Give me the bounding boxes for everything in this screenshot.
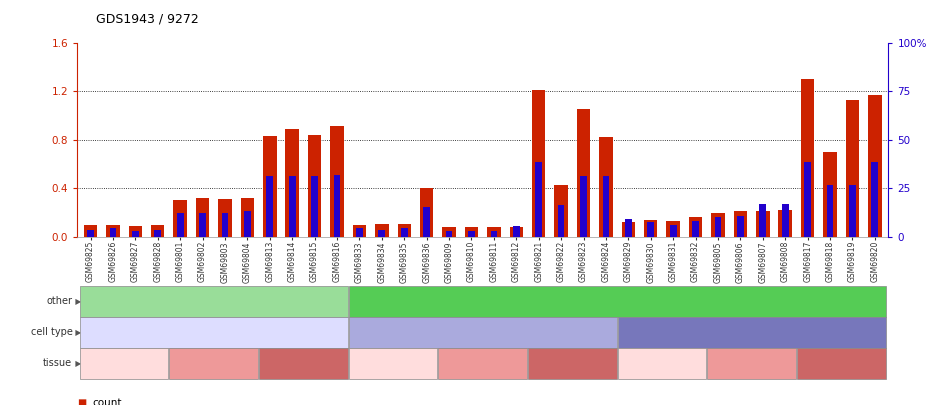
Bar	[289, 176, 295, 237]
Bar	[330, 126, 344, 237]
Bar	[174, 200, 187, 237]
Bar	[557, 205, 565, 237]
Text: normal: normal	[196, 296, 231, 306]
Bar	[580, 176, 587, 237]
Bar	[154, 230, 161, 237]
Bar	[177, 213, 183, 237]
Bar	[468, 231, 475, 237]
Bar	[670, 225, 677, 237]
Text: brain: brain	[381, 358, 406, 369]
Bar	[644, 220, 657, 237]
Bar	[464, 227, 478, 237]
Bar	[782, 204, 789, 237]
Bar	[513, 226, 520, 237]
Bar	[420, 188, 433, 237]
Bar	[714, 217, 721, 237]
Text: Sertoli: Sertoli	[736, 327, 767, 337]
Text: cumulus: cumulus	[462, 327, 504, 337]
Bar	[621, 222, 635, 237]
Bar	[666, 221, 680, 237]
Bar	[379, 230, 385, 237]
Bar	[106, 225, 119, 237]
Bar	[308, 135, 321, 237]
Bar	[241, 198, 254, 237]
Bar	[869, 95, 882, 237]
Text: brain: brain	[112, 358, 136, 369]
Bar	[334, 175, 340, 237]
Bar	[110, 228, 117, 237]
Bar	[737, 216, 744, 237]
Bar	[423, 207, 430, 237]
Bar	[734, 211, 747, 237]
Bar	[849, 185, 855, 237]
Bar	[871, 162, 878, 237]
Text: ▶: ▶	[73, 296, 82, 306]
Bar	[356, 228, 363, 237]
Bar	[603, 176, 609, 237]
Text: liver: liver	[831, 358, 852, 369]
Bar	[266, 176, 274, 237]
Text: cell type: cell type	[30, 327, 72, 337]
Bar	[805, 162, 811, 237]
Bar	[196, 198, 210, 237]
Bar	[487, 227, 501, 237]
Text: brain: brain	[650, 358, 675, 369]
Bar	[398, 224, 411, 237]
Bar	[151, 225, 164, 237]
Bar	[532, 90, 545, 237]
Text: tissue: tissue	[43, 358, 72, 369]
Bar	[244, 211, 251, 237]
Text: ■: ■	[77, 399, 86, 405]
Text: liver: liver	[292, 358, 314, 369]
Bar	[823, 152, 837, 237]
Bar	[689, 217, 702, 237]
Text: control: control	[196, 327, 230, 337]
Bar	[132, 231, 139, 237]
Text: kidney: kidney	[466, 358, 499, 369]
Bar	[311, 176, 318, 237]
Bar	[491, 231, 497, 237]
Bar	[536, 162, 542, 237]
Bar	[756, 211, 770, 237]
Bar	[692, 221, 699, 237]
Bar	[712, 213, 725, 237]
Bar	[443, 227, 456, 237]
Bar	[199, 213, 206, 237]
Bar	[352, 225, 367, 237]
Text: liver: liver	[562, 358, 583, 369]
Bar	[648, 222, 654, 237]
Text: kidney: kidney	[735, 358, 768, 369]
Bar	[760, 204, 766, 237]
Text: ▶: ▶	[73, 359, 82, 368]
Bar	[801, 79, 814, 237]
Bar	[222, 213, 228, 237]
Text: GDS1943 / 9272: GDS1943 / 9272	[96, 12, 198, 25]
Bar	[778, 210, 791, 237]
Bar	[555, 185, 568, 237]
Text: count: count	[92, 399, 121, 405]
Bar	[400, 228, 408, 237]
Bar	[286, 129, 299, 237]
Bar	[826, 185, 834, 237]
Bar	[129, 226, 142, 237]
Bar	[87, 230, 94, 237]
Text: somatic clone: somatic clone	[583, 296, 651, 306]
Bar	[599, 137, 613, 237]
Bar	[446, 231, 452, 237]
Bar	[263, 136, 276, 237]
Bar	[218, 199, 231, 237]
Bar	[577, 109, 590, 237]
Text: other: other	[46, 296, 72, 306]
Bar	[625, 219, 632, 237]
Text: ▶: ▶	[73, 328, 82, 337]
Bar	[84, 225, 97, 237]
Bar	[375, 224, 388, 237]
Bar	[846, 100, 859, 237]
Bar	[509, 227, 523, 237]
Text: kidney: kidney	[197, 358, 230, 369]
